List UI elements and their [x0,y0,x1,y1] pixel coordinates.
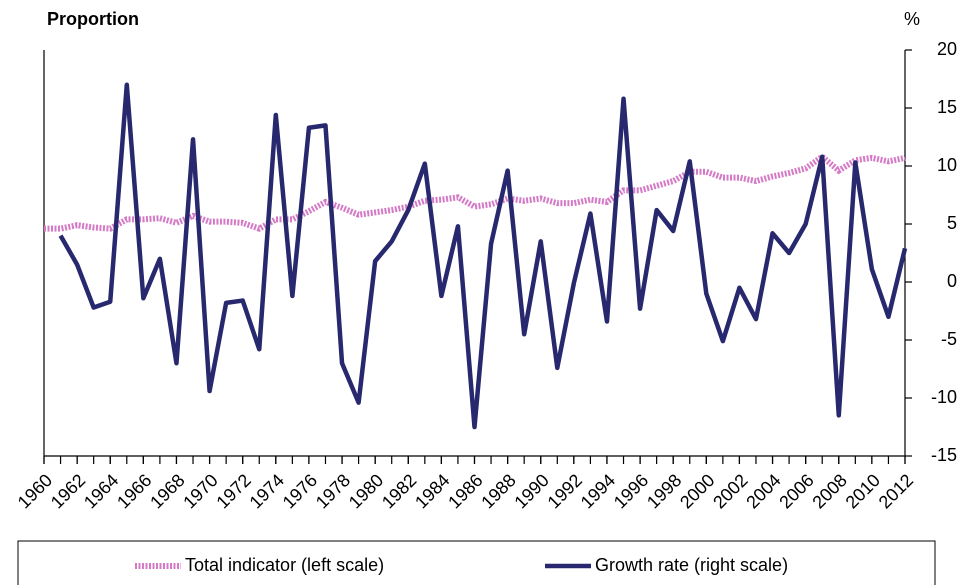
x-tick-label: 1984 [411,470,453,512]
x-tick-label: 1976 [279,470,321,512]
x-tick-label: 1966 [113,470,155,512]
x-tick-label: 1964 [80,470,122,512]
series-line [58,82,908,430]
y2-tick-label: 15 [937,97,957,117]
x-tick-label: 1988 [477,470,519,512]
y2-tick-label: 20 [937,39,957,59]
x-tick-label: 1998 [643,470,685,512]
y2-tick-label: -10 [931,387,957,407]
x-tick-label: 2002 [709,470,751,512]
x-tick-label: 1978 [312,470,354,512]
x-tick-label: 1974 [246,470,288,512]
x-tick-label: 2008 [808,470,850,512]
x-tick-label: 2012 [875,470,917,512]
legend-label: Growth rate (right scale) [595,555,788,575]
x-tick-label: 1968 [146,470,188,512]
series-line [44,152,906,232]
x-tick-label: 1970 [179,470,221,512]
x-tick-label: 1960 [14,470,56,512]
y2-tick-label: -5 [941,329,957,349]
x-tick-label: 1962 [47,470,89,512]
y-axis-label: Proportion [47,9,139,29]
x-tick-label: 2010 [842,470,884,512]
x-tick-label: 2004 [742,470,784,512]
x-tick-label: 2006 [775,470,817,512]
x-tick-label: 1986 [444,470,486,512]
x-tick-label: 2000 [676,470,718,512]
y2-tick-label: 10 [937,155,957,175]
legend-box [17,540,936,585]
x-tick-label: 1972 [212,470,254,512]
y2-tick-label: -15 [931,445,957,465]
y2-axis-label: % [904,9,920,29]
x-tick-label: 1990 [510,470,552,512]
x-tick-label: 1994 [577,470,619,512]
y2-tick-label: 0 [947,271,957,291]
x-tick-label: 1996 [610,470,652,512]
x-tick-label: 1980 [345,470,387,512]
y2-tick-label: 5 [947,213,957,233]
x-tick-label: 1982 [378,470,420,512]
legend-label: Total indicator (left scale) [185,555,384,575]
x-tick-label: 1992 [544,470,586,512]
